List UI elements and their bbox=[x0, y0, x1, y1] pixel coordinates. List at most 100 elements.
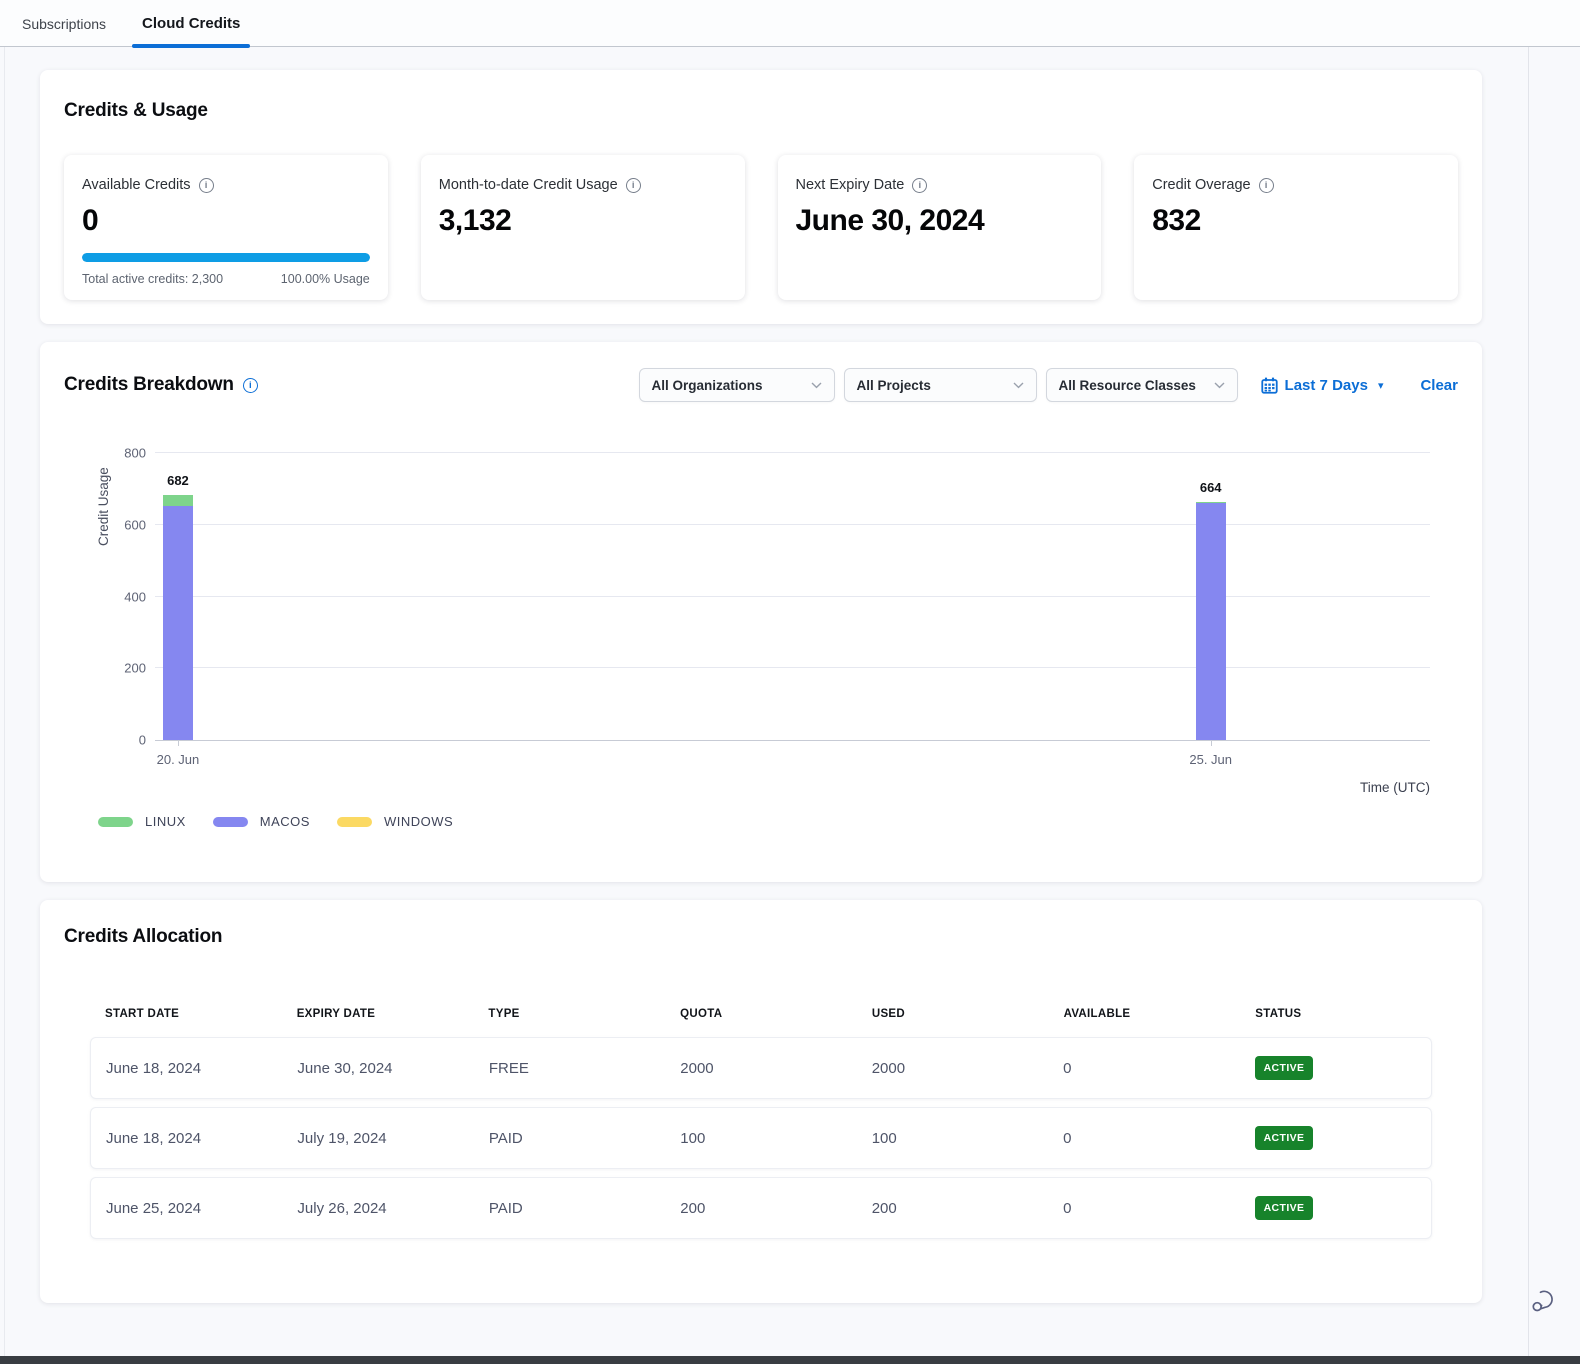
stat-card-next-expiry: Next Expiry Date i June 30, 2024 bbox=[777, 155, 1102, 300]
mtd-usage-value: 3,132 bbox=[438, 204, 512, 237]
credits-breakdown-card: Credits Breakdown i All Organizations Al… bbox=[40, 342, 1482, 882]
legend-item-macos[interactable]: MACOS bbox=[212, 814, 310, 829]
table-header-cell: AVAILABLE bbox=[1063, 1008, 1131, 1020]
chevron-down-icon bbox=[811, 381, 822, 388]
table-header-cell: START DATE bbox=[105, 1008, 180, 1020]
table-cell-status: ACTIVE bbox=[1240, 1126, 1431, 1150]
chart-bar[interactable] bbox=[1195, 501, 1226, 740]
table-cell-used: 2000 bbox=[871, 1059, 906, 1077]
main-content: Credits & Usage Available Credits i 0 To… bbox=[40, 70, 1482, 1321]
bar-segment-macos bbox=[1195, 503, 1226, 740]
info-icon[interactable]: i bbox=[1258, 177, 1274, 193]
organizations-select-value: All Organizations bbox=[651, 377, 763, 393]
gridline bbox=[155, 523, 1430, 525]
table-header-cell: EXPIRY DATE bbox=[296, 1008, 376, 1020]
table-cell-type: PAID bbox=[488, 1199, 523, 1217]
credit-overage-label: Credit Overage bbox=[1152, 177, 1251, 193]
status-badge: ACTIVE bbox=[1254, 1056, 1314, 1080]
chat-widget-button[interactable] bbox=[1528, 1286, 1558, 1316]
table-cell-expiry_date: July 26, 2024 bbox=[297, 1199, 387, 1217]
legend-item-windows[interactable]: WINDOWS bbox=[336, 814, 454, 829]
table-cell-start_date: June 18, 2024 bbox=[106, 1129, 202, 1147]
credits-allocation-table: START DATE EXPIRY DATE TYPE QUOTA USED AVAILA… bbox=[90, 1008, 1432, 1239]
info-icon[interactable]: i bbox=[198, 177, 214, 193]
legend-label: MACOS bbox=[259, 814, 310, 829]
table-cell-quota: 100 bbox=[680, 1129, 706, 1147]
legend-label: WINDOWS bbox=[383, 814, 454, 829]
tab-cloud-credits[interactable]: Cloud Credits bbox=[132, 15, 251, 48]
table-header-cell: USED bbox=[871, 1008, 905, 1020]
organizations-select[interactable]: All Organizations bbox=[638, 368, 835, 402]
credit-overage-value: 832 bbox=[1152, 204, 1201, 237]
content-left-edge bbox=[4, 47, 5, 1364]
info-icon[interactable]: i bbox=[242, 377, 258, 393]
stat-row: Available Credits i 0 Total active credi… bbox=[64, 155, 1458, 300]
mtd-usage-label: Month-to-date Credit Usage bbox=[438, 177, 618, 193]
tab-cloud-credits-label: Cloud Credits bbox=[142, 15, 241, 32]
table-row: June 18, 2024 June 30, 2024 FREE 2000 2000 0 A… bbox=[90, 1037, 1432, 1099]
y-axis-tick-label: 0 bbox=[138, 732, 146, 748]
clear-filters-button[interactable]: Clear bbox=[1420, 376, 1458, 394]
table-cell-type: PAID bbox=[488, 1129, 523, 1147]
chart-x-axis-label: Time (UTC) bbox=[1360, 780, 1430, 795]
table-cell-type: FREE bbox=[488, 1059, 529, 1077]
table-cell-available: 0 bbox=[1063, 1059, 1072, 1077]
calendar-icon bbox=[1260, 377, 1278, 394]
table-cell-status: ACTIVE bbox=[1240, 1056, 1431, 1080]
y-axis-tick-label: 200 bbox=[124, 660, 146, 676]
chart-legend: LINUX MACOS WINDOWS bbox=[98, 814, 480, 829]
info-icon[interactable]: i bbox=[912, 177, 928, 193]
projects-select-value: All Projects bbox=[856, 377, 931, 393]
chart-filters: All Organizations All Projects All Resou… bbox=[638, 368, 1458, 402]
gridline bbox=[155, 452, 1430, 453]
usage-percent: 100.00% Usage bbox=[280, 272, 370, 286]
active-tab-underline bbox=[132, 44, 251, 48]
stat-card-mtd-usage: Month-to-date Credit Usage i 3,132 bbox=[420, 155, 745, 300]
legend-swatch bbox=[336, 816, 372, 827]
table-cell-used: 200 bbox=[871, 1199, 897, 1217]
caret-down-icon: ▾ bbox=[1377, 379, 1384, 392]
chevron-down-icon bbox=[1013, 381, 1024, 388]
resource-classes-select[interactable]: All Resource Classes bbox=[1045, 368, 1238, 402]
credits-progress-bar bbox=[82, 253, 370, 262]
table-header-cell: TYPE bbox=[488, 1008, 520, 1020]
table-cell-used: 100 bbox=[871, 1129, 897, 1147]
window-bottom-edge bbox=[0, 1356, 1580, 1364]
status-badge: ACTIVE bbox=[1254, 1126, 1314, 1150]
y-axis-tick-label: 600 bbox=[124, 517, 146, 533]
legend-item-linux[interactable]: LINUX bbox=[98, 814, 186, 829]
table-cell-start_date: June 25, 2024 bbox=[106, 1199, 202, 1217]
credits-usage-card: Credits & Usage Available Credits i 0 To… bbox=[40, 70, 1482, 324]
info-icon[interactable]: i bbox=[625, 177, 641, 193]
stat-card-available-credits: Available Credits i 0 Total active credi… bbox=[64, 155, 388, 300]
x-axis-tick-label: 20. Jun bbox=[156, 752, 200, 767]
legend-swatch bbox=[212, 816, 248, 827]
legend-swatch bbox=[98, 816, 133, 827]
legend-label: LINUX bbox=[145, 814, 186, 829]
gridline bbox=[155, 595, 1430, 597]
bar-segment-macos bbox=[162, 506, 193, 740]
chart-plot: 0 200 400 600 800 682 20. Jun 664 25. Jun bbox=[124, 446, 1430, 767]
content-right-edge bbox=[1528, 47, 1529, 1364]
credits-allocation-title: Credits Allocation bbox=[64, 926, 223, 947]
table-cell-start_date: June 18, 2024 bbox=[106, 1059, 202, 1077]
table-cell-expiry_date: July 19, 2024 bbox=[297, 1129, 387, 1147]
x-axis-tick-label: 25. Jun bbox=[1189, 752, 1233, 767]
resource-classes-select-value: All Resource Classes bbox=[1058, 377, 1196, 393]
tab-subscriptions[interactable]: Subscriptions bbox=[22, 16, 107, 32]
status-badge: ACTIVE bbox=[1254, 1196, 1314, 1220]
bar-segment-linux bbox=[1195, 501, 1226, 504]
bar-total-label: 664 bbox=[1199, 479, 1222, 495]
credits-allocation-card: Credits Allocation START DATE EXPIRY DATE… bbox=[40, 900, 1482, 1303]
table-row: June 25, 2024 July 26, 2024 PAID 200 200 0 ACT… bbox=[90, 1177, 1432, 1239]
tab-bar: Subscriptions Cloud Credits bbox=[0, 0, 1580, 48]
bar-segment-linux bbox=[162, 495, 193, 507]
chart-bar[interactable] bbox=[162, 495, 193, 740]
table-header-cell: QUOTA bbox=[680, 1008, 723, 1020]
table-cell-status: ACTIVE bbox=[1240, 1196, 1431, 1220]
projects-select[interactable]: All Projects bbox=[843, 368, 1037, 402]
date-range-picker[interactable]: Last 7 Days ▾ bbox=[1260, 376, 1384, 394]
total-active-credits: Total active credits: 2,300 bbox=[82, 272, 224, 286]
date-range-label: Last 7 Days bbox=[1284, 376, 1368, 394]
credits-usage-title: Credits & Usage bbox=[64, 100, 208, 121]
